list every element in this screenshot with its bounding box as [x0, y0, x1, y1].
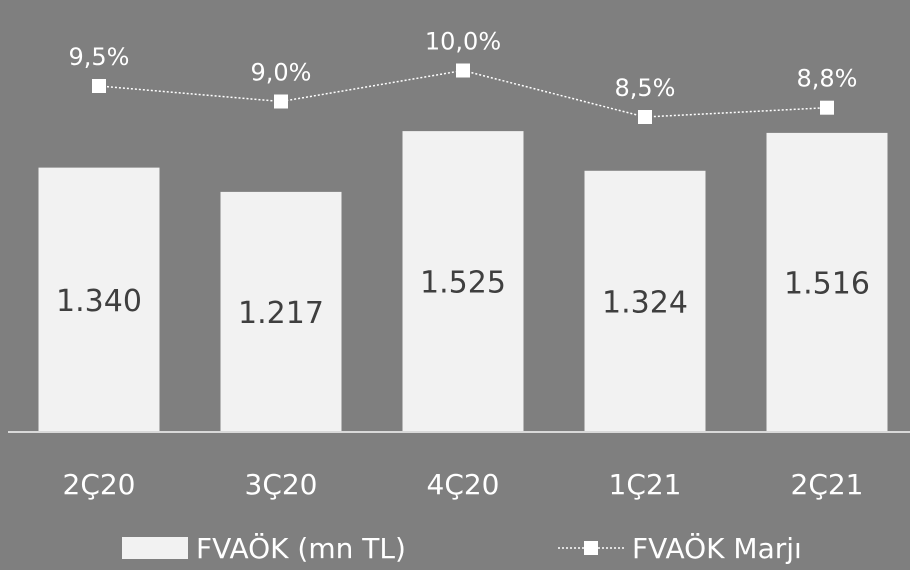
category-labels: 2Ç20 3Ç20 4Ç20 1Ç21 2Ç21	[63, 468, 864, 501]
legend-line-marker	[584, 541, 598, 555]
bar-3	[584, 170, 706, 433]
bars-layer: 1.340 1.217 1.525 1.324 1.516	[38, 131, 888, 433]
category-label: 2Ç20	[63, 468, 136, 501]
margin-value-label: 9,0%	[251, 59, 312, 87]
margin-value-label: 8,8%	[797, 65, 858, 93]
bar-4	[766, 132, 888, 433]
margin-marker-1	[274, 94, 288, 109]
bar-2	[402, 131, 524, 432]
margin-marker-3	[638, 110, 652, 124]
legend-line-label: FVAÖK Marjı	[632, 531, 802, 565]
margin-value-label: 9,5%	[69, 43, 130, 71]
category-label: 4Ç20	[427, 468, 500, 501]
category-label: 1Ç21	[609, 468, 682, 501]
bar-value-label: 1.516	[784, 266, 870, 301]
legend: FVAÖK (mn TL) FVAÖK Marjı	[122, 531, 802, 565]
category-label: 2Ç21	[791, 468, 864, 501]
margin-value-label: 10,0%	[425, 28, 501, 56]
margin-marker-2	[456, 63, 470, 78]
bar-value-label: 1.324	[602, 285, 688, 320]
category-label: 3Ç20	[245, 468, 318, 501]
bar-value-label: 1.525	[420, 266, 506, 301]
margin-line-layer: 9,5% 9,0% 10,0% 8,5% 8,8%	[69, 28, 858, 124]
legend-bar-swatch	[122, 537, 188, 559]
margin-marker-4	[820, 100, 834, 115]
margin-line	[98, 69, 828, 118]
legend-bar-label: FVAÖK (mn TL)	[196, 531, 406, 565]
bar-value-label: 1.340	[56, 284, 142, 319]
bar-1	[220, 191, 342, 432]
bar-value-label: 1.217	[238, 296, 324, 331]
margin-value-label: 8,5%	[615, 74, 676, 102]
margin-marker-0	[92, 79, 106, 93]
bar-0	[38, 167, 160, 433]
